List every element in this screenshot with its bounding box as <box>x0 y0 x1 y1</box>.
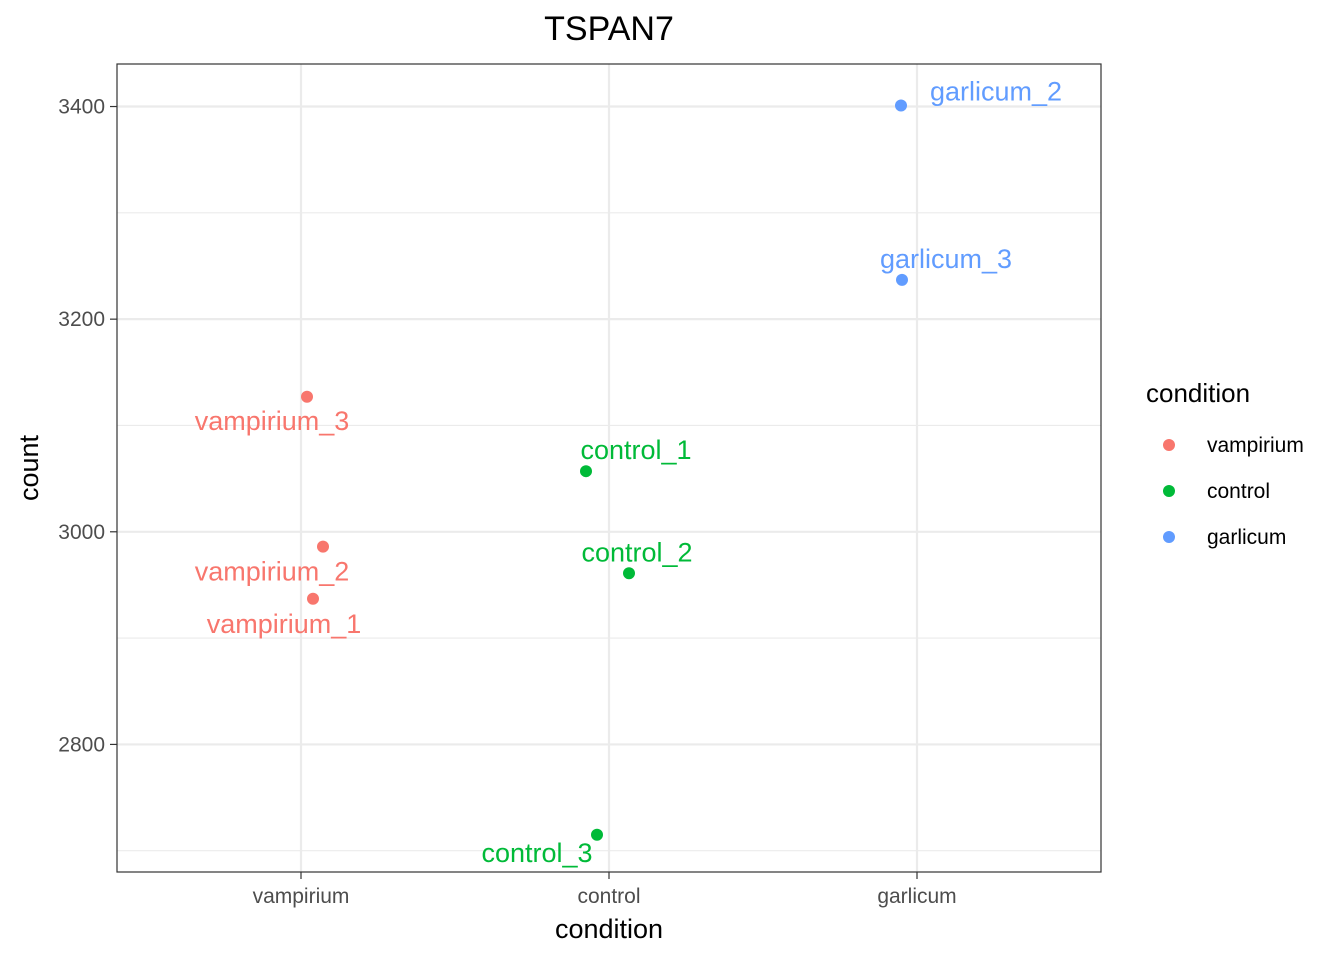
legend-key <box>1163 485 1175 497</box>
legend-label: control <box>1207 480 1270 503</box>
y-axis-title: count <box>14 434 44 501</box>
x-axis: vampirium control garlicum <box>253 872 957 908</box>
data-point-label: control_1 <box>580 435 691 465</box>
data-point-label: control_2 <box>581 537 692 567</box>
y-tick-label: 2800 <box>58 733 105 756</box>
legend-key <box>1163 531 1175 543</box>
data-point-label: vampirium_2 <box>195 557 350 587</box>
data-point <box>580 465 592 478</box>
data-point-label: garlicum_3 <box>880 244 1012 274</box>
data-point-label: vampirium_3 <box>195 406 350 436</box>
data-point <box>317 540 329 553</box>
plot-panel: vampirium_1 vampirium_2 vampirium_3control… <box>116 63 1102 873</box>
y-axis: 2800 3000 3200 3400 <box>58 96 117 756</box>
x-axis-title: condition <box>555 914 663 944</box>
legend-label: vampirium <box>1207 434 1304 457</box>
data-point <box>301 390 313 403</box>
legend-entry: vampirium <box>1163 434 1304 457</box>
legend-key <box>1163 439 1175 451</box>
data-point <box>896 273 908 286</box>
data-point-labels: vampirium_1 vampirium_2 vampirium_3control… <box>195 76 1062 867</box>
legend-entries: vampirium control garlicum <box>1163 434 1304 549</box>
y-tick-label: 3000 <box>58 521 105 544</box>
x-tick-label: garlicum <box>877 885 956 908</box>
data-points <box>301 99 908 841</box>
data-point <box>591 828 603 841</box>
x-tick-label: control <box>577 885 640 908</box>
legend-title: condition <box>1146 378 1250 408</box>
data-point <box>895 99 907 112</box>
grid-major <box>117 64 1101 872</box>
y-tick-label: 3400 <box>58 96 105 119</box>
data-point-label: control_3 <box>481 838 592 868</box>
legend-label: garlicum <box>1207 526 1286 549</box>
legend-entry: control <box>1163 480 1270 503</box>
data-point-label: garlicum_2 <box>930 76 1062 106</box>
legend: condition vampirium control garlicum <box>1146 378 1304 549</box>
x-tick-label: vampirium <box>253 885 350 908</box>
y-tick-label: 3200 <box>58 308 105 331</box>
chart-title: TSPAN7 <box>544 10 674 48</box>
data-point-label: vampirium_1 <box>207 609 362 639</box>
legend-entry: garlicum <box>1163 526 1286 549</box>
data-point <box>623 567 635 580</box>
data-point <box>307 592 319 605</box>
